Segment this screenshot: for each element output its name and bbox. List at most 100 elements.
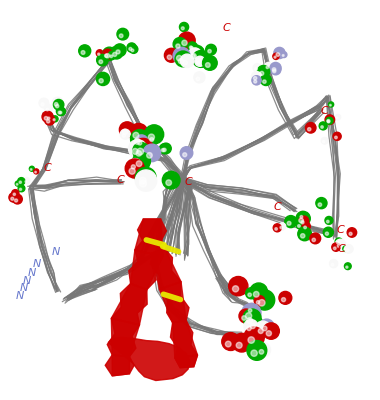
Circle shape (245, 288, 257, 299)
Text: C: C (117, 175, 125, 185)
Circle shape (19, 181, 21, 184)
Circle shape (180, 147, 193, 159)
Circle shape (245, 313, 252, 319)
Circle shape (195, 56, 205, 66)
Circle shape (325, 115, 335, 124)
Circle shape (79, 45, 91, 57)
Circle shape (260, 319, 274, 334)
Circle shape (196, 77, 200, 81)
Circle shape (246, 304, 257, 314)
Circle shape (110, 55, 112, 58)
Circle shape (325, 216, 333, 224)
Circle shape (333, 132, 341, 140)
Circle shape (147, 152, 152, 158)
Circle shape (279, 223, 286, 230)
Circle shape (197, 61, 200, 64)
Circle shape (139, 177, 146, 184)
Circle shape (103, 47, 116, 60)
Circle shape (137, 148, 144, 155)
Circle shape (242, 304, 261, 323)
Circle shape (258, 300, 265, 306)
Circle shape (260, 71, 264, 75)
Circle shape (247, 326, 251, 330)
Circle shape (233, 286, 239, 292)
Circle shape (264, 62, 272, 70)
Circle shape (327, 120, 329, 122)
Circle shape (179, 32, 195, 49)
Circle shape (334, 247, 336, 250)
Circle shape (252, 76, 261, 85)
Circle shape (162, 171, 180, 189)
Circle shape (34, 169, 39, 174)
Circle shape (256, 300, 260, 304)
Circle shape (261, 75, 271, 86)
Circle shape (318, 203, 321, 206)
Circle shape (162, 148, 165, 152)
Circle shape (58, 108, 65, 115)
Circle shape (179, 22, 188, 32)
Circle shape (176, 56, 182, 61)
Circle shape (279, 292, 292, 304)
Circle shape (343, 246, 348, 252)
Polygon shape (152, 250, 181, 289)
Circle shape (256, 343, 271, 357)
Circle shape (183, 153, 187, 157)
Circle shape (105, 54, 109, 58)
Circle shape (119, 122, 135, 138)
Circle shape (254, 296, 265, 306)
Circle shape (244, 327, 264, 347)
Circle shape (39, 98, 49, 108)
Circle shape (329, 104, 331, 106)
Circle shape (247, 318, 252, 324)
Polygon shape (173, 320, 198, 358)
Circle shape (130, 45, 138, 53)
Circle shape (296, 211, 310, 226)
Circle shape (255, 68, 257, 70)
Circle shape (13, 193, 16, 196)
Circle shape (349, 232, 352, 235)
Polygon shape (112, 355, 130, 376)
Circle shape (114, 44, 126, 56)
Circle shape (302, 222, 310, 230)
Circle shape (345, 245, 353, 253)
Circle shape (25, 181, 27, 182)
Circle shape (108, 51, 116, 59)
Text: C: C (274, 202, 281, 212)
Circle shape (203, 56, 217, 70)
Circle shape (133, 132, 139, 138)
Circle shape (12, 190, 19, 197)
Circle shape (255, 290, 275, 310)
Circle shape (41, 103, 44, 106)
Circle shape (117, 28, 128, 40)
Circle shape (116, 50, 120, 54)
Circle shape (323, 227, 333, 237)
Circle shape (196, 59, 201, 64)
Circle shape (54, 102, 58, 106)
Circle shape (299, 216, 309, 226)
Circle shape (270, 62, 281, 74)
Circle shape (306, 122, 316, 133)
Circle shape (129, 158, 142, 172)
Circle shape (176, 44, 180, 48)
Circle shape (46, 108, 49, 111)
Circle shape (252, 72, 262, 82)
Circle shape (125, 159, 144, 178)
Polygon shape (175, 355, 198, 368)
Circle shape (310, 233, 321, 244)
Circle shape (52, 116, 58, 122)
Circle shape (255, 321, 271, 337)
Circle shape (44, 115, 55, 125)
Circle shape (18, 178, 25, 185)
Circle shape (323, 141, 325, 143)
Circle shape (242, 316, 246, 320)
Circle shape (259, 350, 264, 354)
Circle shape (298, 227, 312, 241)
Circle shape (98, 53, 100, 55)
Circle shape (13, 194, 22, 204)
Circle shape (134, 138, 140, 144)
Circle shape (131, 165, 135, 169)
Text: N: N (52, 248, 60, 258)
Circle shape (298, 225, 300, 227)
Circle shape (15, 181, 21, 186)
Circle shape (110, 46, 123, 59)
